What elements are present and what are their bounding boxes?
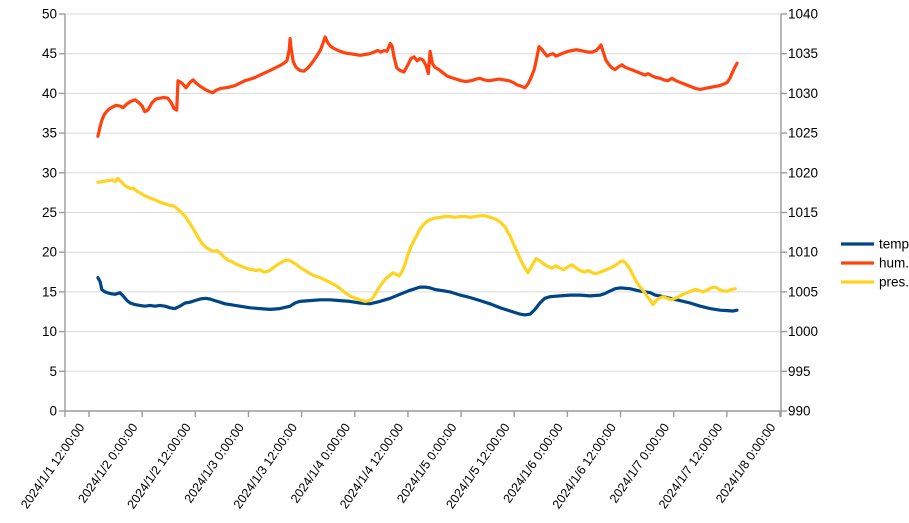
y-left-tick-label: 0 <box>49 404 57 419</box>
y-left-tick-label: 20 <box>42 245 57 260</box>
legend-label: temp. <box>879 237 909 252</box>
y-right-tick-label: 1010 <box>788 245 818 260</box>
y-right-tick-label: 1005 <box>788 284 818 299</box>
temp-series-line[interactable] <box>96 276 739 317</box>
legend-label: hum. <box>879 256 909 271</box>
legend-label: pres. <box>879 275 909 290</box>
y-left-tick-label: 50 <box>42 7 57 22</box>
y-right-tick-label: 1020 <box>788 165 818 180</box>
legend[interactable]: temp. hum. pres. <box>841 237 909 290</box>
y-left-axis-labels: 0 5 10 15 20 25 30 35 40 45 50 <box>42 7 57 419</box>
y-left-tick-label: 45 <box>42 46 57 61</box>
y-right-tick-label: 1035 <box>788 46 818 61</box>
y-left-tick-label: 35 <box>42 126 57 141</box>
y-right-tick-label: 995 <box>788 364 811 379</box>
y-right-tick-label: 1040 <box>788 7 818 22</box>
x-tick-label: 2024/1/8 0:00:00 <box>713 421 778 506</box>
axes <box>59 13 787 417</box>
y-left-tick-label: 25 <box>42 205 57 220</box>
hum-series-line[interactable] <box>96 35 739 138</box>
y-right-tick-label: 1015 <box>788 205 818 220</box>
pres-series-line[interactable] <box>96 176 737 307</box>
legend-item-temp[interactable]: temp. <box>841 237 909 252</box>
legend-item-hum[interactable]: hum. <box>841 256 909 271</box>
y-right-tick-label: 1000 <box>788 324 818 339</box>
series-lines <box>96 35 739 317</box>
y-right-tick-label: 1030 <box>788 86 818 101</box>
gridlines <box>65 13 781 412</box>
y-right-tick-label: 1025 <box>788 126 818 141</box>
y-left-tick-label: 30 <box>42 165 57 180</box>
legend-item-pres[interactable]: pres. <box>841 275 909 290</box>
y-right-axis-labels: 990 995 1000 1005 1010 1015 1020 1025 1030 1035 10… <box>788 7 818 419</box>
y-left-tick-label: 40 <box>42 86 57 101</box>
y-left-tick-label: 10 <box>42 324 57 339</box>
y-right-tick-label: 990 <box>788 404 811 419</box>
y-left-tick-label: 5 <box>49 364 57 379</box>
y-left-tick-label: 15 <box>42 284 57 299</box>
